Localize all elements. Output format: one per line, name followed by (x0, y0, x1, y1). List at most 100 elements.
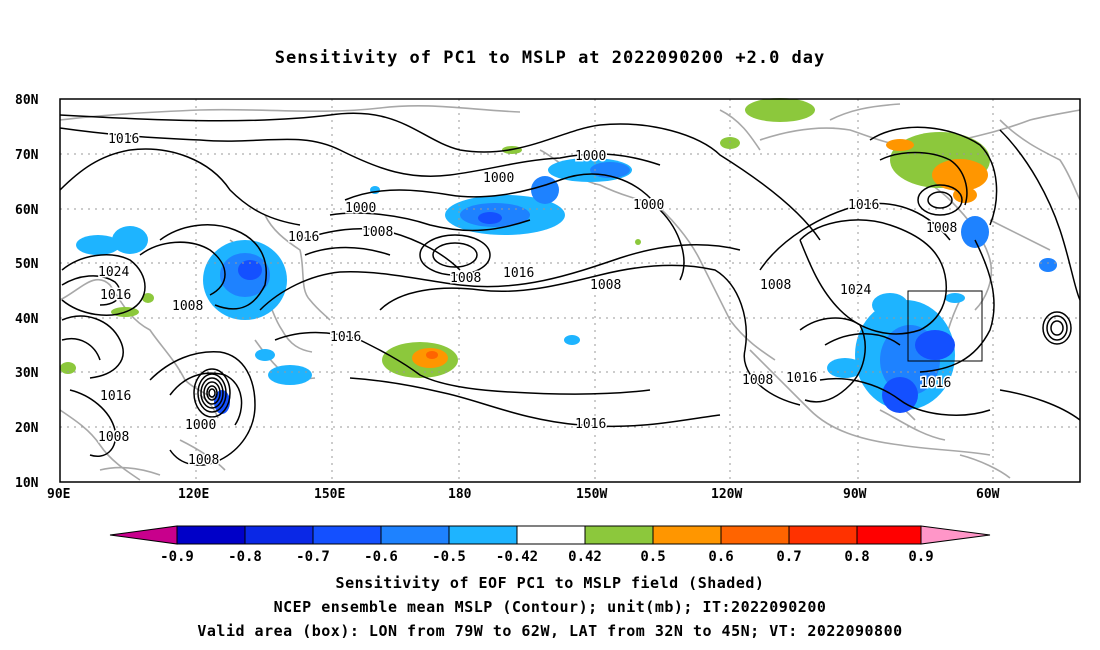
shade-positive (426, 351, 438, 359)
colorbar-min-triangle (109, 525, 178, 545)
colorbar-label: 0.7 (776, 549, 801, 565)
contour-label: 1016 (330, 330, 361, 345)
lon-tick: 180 (448, 487, 472, 502)
colorbar-cell (584, 525, 654, 545)
shade-positive (745, 98, 815, 122)
contour-label: 1000 (575, 149, 606, 164)
contour-label: 1008 (926, 221, 957, 236)
lat-tick: 50N (15, 257, 39, 272)
shade-positive (635, 239, 641, 245)
contour-label: 1016 (575, 417, 606, 432)
graticule (60, 99, 1080, 482)
shade-positive (60, 362, 76, 374)
contour-label: 1000 (633, 198, 664, 213)
map-axes: 80N 70N 60N 50N 40N 30N 20N 10N 90E 120E… (15, 93, 1000, 502)
colorbar-label: -0.42 (496, 549, 538, 565)
contour-label: 1008 (590, 278, 621, 293)
contour-label: 1000 (345, 201, 376, 216)
lon-tick: 120W (711, 487, 742, 502)
contour-label: 1024 (98, 265, 129, 280)
shade-negative (915, 330, 955, 360)
lon-tick: 150W (576, 487, 607, 502)
colorbar-label: -0.9 (160, 549, 194, 565)
colorbar-cell (176, 525, 246, 545)
shade-negative (112, 226, 148, 254)
colorbar-label: 0.6 (708, 549, 733, 565)
lat-tick: 40N (15, 312, 39, 327)
contour-label: 1000 (483, 171, 514, 186)
colorbar-label: -0.6 (364, 549, 398, 565)
contour-label: 1016 (786, 371, 817, 386)
colorbar-cell (380, 525, 450, 545)
contour-label: 1016 (288, 230, 319, 245)
colorbar-cell (856, 525, 922, 545)
lat-tick: 10N (15, 476, 39, 491)
shade-negative (478, 212, 502, 224)
shade-negative (1039, 258, 1057, 272)
contour-label: 1008 (98, 430, 129, 445)
shade-negative (564, 335, 580, 345)
contour-label: 1024 (840, 283, 871, 298)
lat-tick: 80N (15, 93, 39, 108)
colorbar-label: 0.5 (640, 549, 665, 565)
valid-area-box (907, 290, 983, 362)
mslp-contours (59, 112, 1081, 466)
shade-negative (961, 216, 989, 248)
colorbar-label: 0.8 (844, 549, 869, 565)
shade-negative (255, 349, 275, 361)
colorbar: -0.9 -0.8 -0.7 -0.6 -0.5 -0.42 0.42 0.5 … (109, 525, 991, 565)
shade-positive (953, 187, 977, 203)
shade-positive (932, 159, 988, 191)
shade-positive (886, 139, 914, 151)
shade-negative (882, 377, 918, 413)
contour-label: 1016 (848, 198, 879, 213)
lon-tick: 120E (178, 487, 209, 502)
colorbar-label: -0.8 (228, 549, 262, 565)
contour-label: 1016 (100, 389, 131, 404)
shade-positive (142, 293, 154, 303)
colorbar-label: -0.5 (432, 549, 466, 565)
map-panel: 1016 1000 1000 1000 1000 1008 1016 1008 … (59, 98, 1081, 483)
colorbar-cell (720, 525, 790, 545)
contour-label: 1016 (920, 376, 951, 391)
shade-negative (76, 235, 120, 255)
contour-labels: 1016 1000 1000 1000 1000 1008 1016 1008 … (97, 131, 959, 470)
shade-negative (238, 260, 262, 280)
contour-label: 1016 (108, 132, 139, 147)
colorbar-cell (244, 525, 314, 545)
caption-line-1: Sensitivity of EOF PC1 to MSLP field (Sh… (335, 574, 765, 592)
sensitivity-shading (60, 98, 1057, 414)
lon-tick: 150E (314, 487, 345, 502)
caption-line-3: Valid area (box): LON from 79W to 62W, L… (197, 622, 903, 640)
lat-tick: 60N (15, 203, 39, 218)
shade-negative (827, 358, 863, 378)
lon-tick: 90W (843, 487, 867, 502)
colorbar-label: 0.42 (568, 549, 602, 565)
contour-label: 1008 (362, 225, 393, 240)
lat-tick: 30N (15, 366, 39, 381)
lon-tick: 60W (976, 487, 1000, 502)
lat-tick: 70N (15, 148, 39, 163)
contour-label: 1008 (188, 453, 219, 468)
colorbar-label: -0.7 (296, 549, 330, 565)
colorbar-cell (516, 525, 586, 545)
colorbar-cell (652, 525, 722, 545)
contour-label: 1016 (100, 288, 131, 303)
lon-tick: 90E (47, 487, 70, 502)
shade-negative (945, 293, 965, 303)
shade-negative (268, 365, 312, 385)
lat-tick: 20N (15, 421, 39, 436)
colorbar-max-triangle (920, 525, 991, 545)
contour-label: 1008 (760, 278, 791, 293)
caption-line-2: NCEP ensemble mean MSLP (Contour); unit(… (273, 598, 827, 616)
shade-negative (531, 176, 559, 204)
contour-label: 1000 (185, 418, 216, 433)
colorbar-label: 0.9 (908, 549, 933, 565)
contour-label: 1016 (503, 266, 534, 281)
colorbar-cell (448, 525, 518, 545)
shade-negative (872, 293, 908, 317)
contour-label: 1008 (450, 271, 481, 286)
contour-label: 1008 (742, 373, 773, 388)
colorbar-cell (312, 525, 382, 545)
